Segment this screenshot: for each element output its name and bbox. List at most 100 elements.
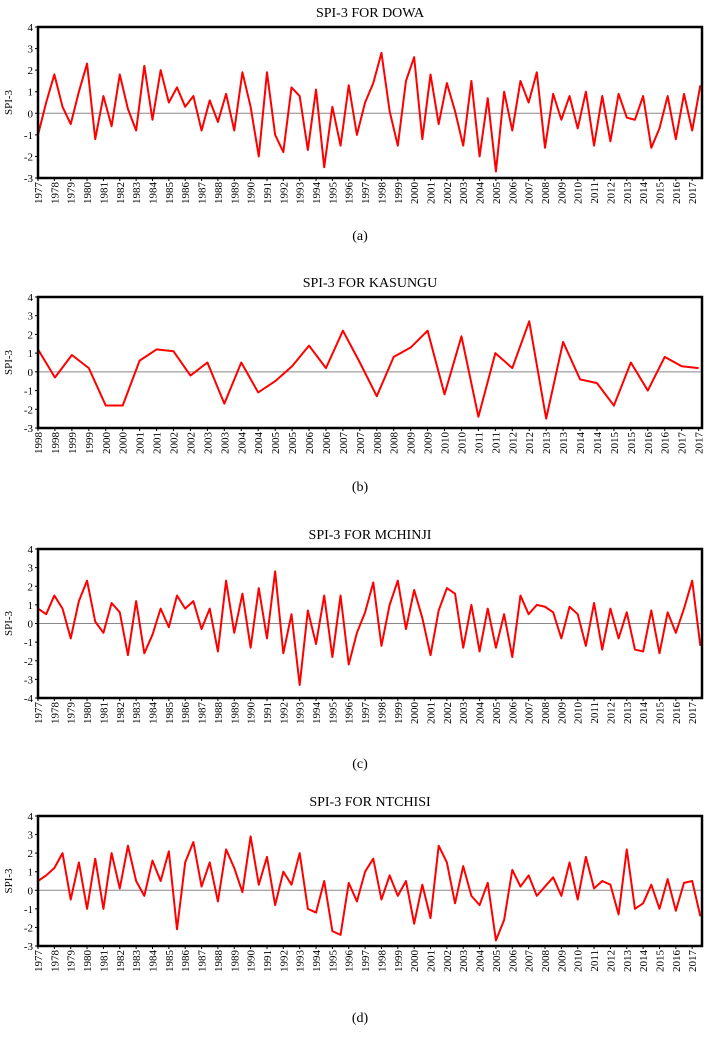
x-tick-label: 1999 <box>393 950 405 973</box>
x-tick-label: 2016 <box>671 950 683 973</box>
x-tick-label: 2001 <box>152 432 164 454</box>
x-tick-label: 2001 <box>426 702 438 724</box>
chart-title: SPI-3 FOR NTCHISI <box>309 795 431 810</box>
chart-title: SPI-3 FOR DOWA <box>316 6 425 21</box>
y-tick-label: 1 <box>28 600 34 612</box>
y-tick-label: -3 <box>24 173 34 185</box>
x-tick-label: 2012 <box>507 432 519 454</box>
x-tick-label: 1988 <box>213 950 225 973</box>
x-tick-label: 1994 <box>311 702 323 725</box>
data-line <box>37 320 699 420</box>
x-tick-label: 2007 <box>524 702 536 725</box>
x-tick-label: 2006 <box>507 702 519 725</box>
y-axis-label: SPI-3 <box>3 868 15 894</box>
x-tick-label: 1979 <box>66 950 78 973</box>
x-tick-label: 1992 <box>278 702 290 724</box>
x-tick-label: 2016 <box>671 182 683 205</box>
chart-title: SPI-3 FOR MCHINJI <box>309 528 432 543</box>
x-tick-label: 2017 <box>687 950 699 973</box>
x-tick-label: 2010 <box>573 950 585 973</box>
x-tick-label: 1999 <box>393 182 405 205</box>
x-tick-label: 2008 <box>372 432 384 455</box>
y-tick-label: 3 <box>28 563 34 575</box>
x-tick-label: 1990 <box>246 182 258 205</box>
y-axis-label: SPI-3 <box>3 610 15 636</box>
x-tick-label: 2008 <box>389 432 401 455</box>
x-tick-label: 2013 <box>558 432 570 455</box>
x-tick-label: 2011 <box>473 432 485 454</box>
x-tick-label: 2004 <box>475 950 487 973</box>
x-tick-label: 2017 <box>687 702 699 725</box>
x-tick-label: 2012 <box>524 432 536 454</box>
x-tick-label: 2008 <box>540 182 552 205</box>
x-tick-label: 2004 <box>236 432 248 455</box>
y-tick-label: -2 <box>24 151 33 163</box>
x-tick-label: 2014 <box>592 432 604 455</box>
x-tick-label: 1985 <box>164 702 176 725</box>
y-tick-label: 3 <box>28 311 34 323</box>
x-tick-label: 1993 <box>295 702 307 725</box>
x-tick-label: 1990 <box>246 950 258 973</box>
chart-title: SPI-3 FOR KASUNGU <box>303 276 438 291</box>
x-tick-label: 2012 <box>605 182 617 204</box>
y-tick-label: -1 <box>24 904 33 916</box>
x-tick-label: 1979 <box>66 702 78 725</box>
x-tick-label: 2011 <box>589 702 601 724</box>
x-tick-label: 2000 <box>101 432 113 455</box>
x-tick-label: 2017 <box>687 182 699 205</box>
x-tick-label: 2002 <box>169 432 181 454</box>
x-tick-label: 2010 <box>573 702 585 725</box>
x-tick-label: 2014 <box>575 432 587 455</box>
x-tick-label: 2003 <box>202 432 214 455</box>
x-tick-label: 1991 <box>262 950 274 972</box>
x-tick-label: 1984 <box>147 702 159 725</box>
x-tick-label: 2014 <box>638 702 650 725</box>
x-tick-label: 1986 <box>180 702 192 725</box>
x-tick-label: 1993 <box>295 950 307 973</box>
x-tick-label: 2005 <box>270 432 282 455</box>
x-tick-label: 2007 <box>524 950 536 973</box>
x-tick-label: 2006 <box>507 182 519 205</box>
x-tick-label: 1999 <box>84 432 96 455</box>
x-tick-label: 1998 <box>33 432 45 455</box>
y-tick-label: 4 <box>28 811 34 823</box>
x-tick-label: 2011 <box>589 950 601 972</box>
plot-frame <box>36 25 704 180</box>
x-tick-label: 2010 <box>456 432 468 455</box>
x-tick-label: 2008 <box>540 702 552 725</box>
y-tick-label: 4 <box>28 544 34 556</box>
x-tick-label: 1991 <box>262 182 274 204</box>
x-tick-label: 2004 <box>475 702 487 725</box>
x-tick-label: 2006 <box>304 432 316 455</box>
x-tick-label: 1992 <box>278 950 290 972</box>
x-tick-label: 2007 <box>355 432 367 455</box>
x-tick-label: 2006 <box>321 432 333 455</box>
y-tick-label: 4 <box>28 292 34 304</box>
x-tick-label: 1981 <box>98 702 110 724</box>
x-tick-label: 2013 <box>622 702 634 725</box>
x-tick-label: 1988 <box>213 182 225 205</box>
caption: (a) <box>352 229 368 244</box>
x-tick-label: 2004 <box>475 182 487 205</box>
x-tick-label: 2006 <box>507 950 519 973</box>
x-tick-label: 2003 <box>458 950 470 973</box>
x-tick-label: 2009 <box>556 950 568 973</box>
x-tick-label: 1998 <box>376 182 388 205</box>
x-tick-label: 2010 <box>440 432 452 455</box>
x-tick-label: 1987 <box>197 182 209 205</box>
x-tick-label: 1980 <box>82 702 94 725</box>
x-tick-label: 1977 <box>33 182 45 205</box>
y-tick-label: 2 <box>28 581 34 593</box>
plot-frame <box>36 547 704 700</box>
x-tick-label: 2016 <box>643 432 655 455</box>
x-tick-label: 2017 <box>677 432 689 455</box>
x-tick-label: 1986 <box>180 182 192 205</box>
caption: (d) <box>352 1011 369 1026</box>
x-tick-label: 2004 <box>253 432 265 455</box>
x-tick-label: 1987 <box>197 702 209 725</box>
x-tick-label: 2000 <box>118 432 130 455</box>
x-tick-label: 2003 <box>458 702 470 725</box>
x-tick-label: 1982 <box>115 950 127 972</box>
x-tick-label: 2002 <box>442 182 454 204</box>
x-tick-label: 1978 <box>49 702 61 725</box>
